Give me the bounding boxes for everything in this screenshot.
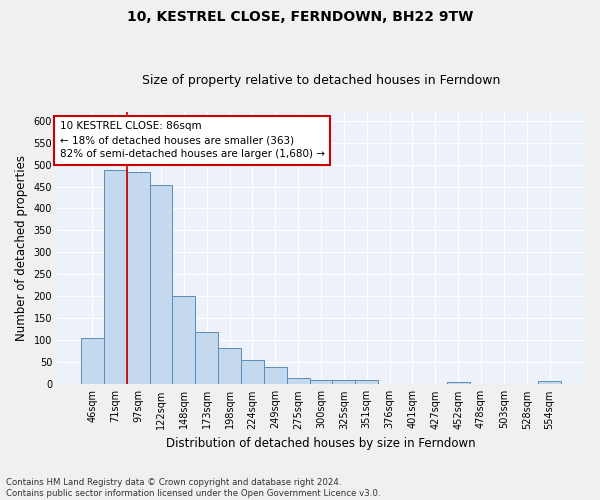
Bar <box>538 381 561 384</box>
Bar <box>81 338 104 384</box>
Bar <box>218 348 241 385</box>
Y-axis label: Number of detached properties: Number of detached properties <box>15 155 28 341</box>
Bar <box>447 382 470 384</box>
Bar <box>172 296 196 384</box>
Bar <box>241 360 264 384</box>
X-axis label: Distribution of detached houses by size in Ferndown: Distribution of detached houses by size … <box>166 437 476 450</box>
Bar <box>149 185 172 384</box>
Text: 10 KESTREL CLOSE: 86sqm
← 18% of detached houses are smaller (363)
82% of semi-d: 10 KESTREL CLOSE: 86sqm ← 18% of detache… <box>59 122 325 160</box>
Title: Size of property relative to detached houses in Ferndown: Size of property relative to detached ho… <box>142 74 500 87</box>
Bar <box>287 378 310 384</box>
Bar <box>310 380 332 384</box>
Text: 10, KESTREL CLOSE, FERNDOWN, BH22 9TW: 10, KESTREL CLOSE, FERNDOWN, BH22 9TW <box>127 10 473 24</box>
Bar <box>355 380 378 384</box>
Bar <box>104 170 127 384</box>
Bar <box>127 172 149 384</box>
Bar <box>264 366 287 384</box>
Bar <box>332 380 355 384</box>
Text: Contains HM Land Registry data © Crown copyright and database right 2024.
Contai: Contains HM Land Registry data © Crown c… <box>6 478 380 498</box>
Bar <box>196 332 218 384</box>
